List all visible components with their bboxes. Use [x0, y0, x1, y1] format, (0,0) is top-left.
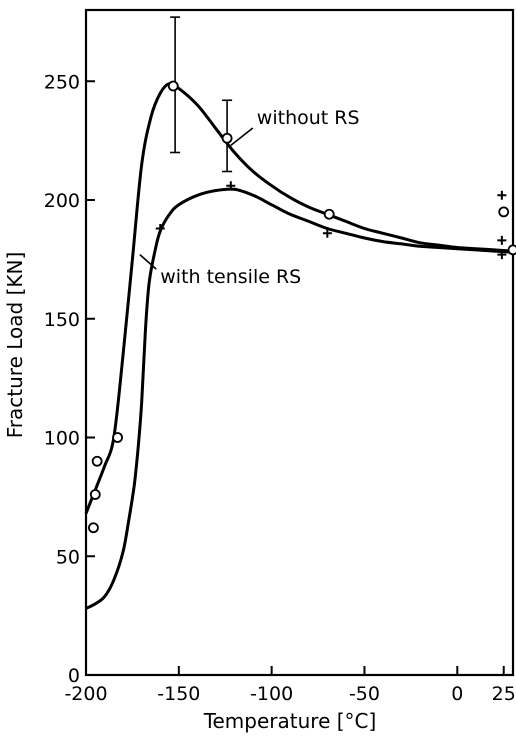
data-point-without-rs	[89, 489, 101, 500]
x-tick-label: -200	[64, 683, 107, 705]
data-point-with-tensile-rs	[497, 235, 507, 245]
annotation-with-tensile-rs: with tensile RS	[160, 266, 301, 288]
data-point-with-tensile-rs	[497, 190, 507, 200]
axes	[84, 8, 515, 677]
y-axis-title: Fracture Load [KN]	[3, 252, 27, 439]
data-point-without-rs	[91, 455, 103, 467]
data-point-with-tensile-rs	[226, 181, 236, 191]
y-tick-label: 150	[44, 309, 80, 331]
x-axis-title: Temperature [°C]	[203, 709, 377, 733]
data-point-without-rs	[88, 522, 99, 534]
x-tick-label: -100	[250, 683, 293, 705]
plot-frame	[84, 8, 515, 677]
x-tick-label: 25	[492, 683, 516, 705]
labels: Temperature [°C] Fracture Load [KN] with…	[3, 71, 516, 733]
y-tick-label: 200	[44, 190, 80, 212]
data-point-without-rs	[167, 80, 179, 92]
annotation-without-rs: without RS	[257, 107, 360, 129]
annotation-leader	[230, 127, 254, 147]
data-point-without-rs	[498, 206, 510, 218]
curve-without-rs	[84, 81, 514, 515]
y-tick-label: 50	[56, 546, 80, 568]
data-point-without-rs	[112, 432, 123, 443]
x-tick-label: -150	[157, 683, 200, 705]
data-point-without-rs	[323, 208, 335, 220]
data-point-without-rs	[507, 244, 516, 256]
data-point-with-tensile-rs	[322, 228, 332, 238]
data-point-with-tensile-rs	[155, 224, 165, 233]
curve-with-tensile-rs	[85, 187, 514, 610]
data-point-with-tensile-rs	[497, 250, 507, 260]
curves	[84, 81, 514, 610]
data-markers	[88, 16, 516, 534]
annotation-leader	[139, 254, 157, 270]
y-tick-label: 100	[44, 428, 80, 450]
y-tick-label: 0	[68, 665, 80, 687]
y-tick-label: 250	[44, 71, 80, 93]
x-tick-label: -50	[349, 683, 380, 705]
data-point-without-rs	[221, 132, 233, 144]
x-tick-label: 0	[451, 683, 463, 705]
